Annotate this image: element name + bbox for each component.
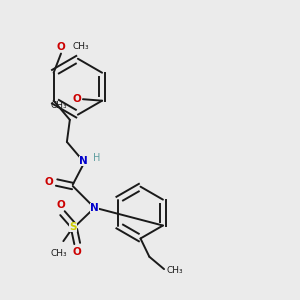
Text: N: N [91,203,99,213]
Text: O: O [73,247,82,257]
Text: S: S [69,222,76,232]
Text: O: O [57,42,65,52]
Text: N: N [79,156,88,166]
Text: O: O [73,94,82,103]
Text: CH₃: CH₃ [73,42,89,51]
Text: CH₃: CH₃ [50,100,67,109]
Text: CH₃: CH₃ [167,266,184,275]
Text: O: O [44,177,53,187]
Text: H: H [92,152,100,163]
Text: CH₃: CH₃ [50,249,67,258]
Text: O: O [57,200,65,210]
